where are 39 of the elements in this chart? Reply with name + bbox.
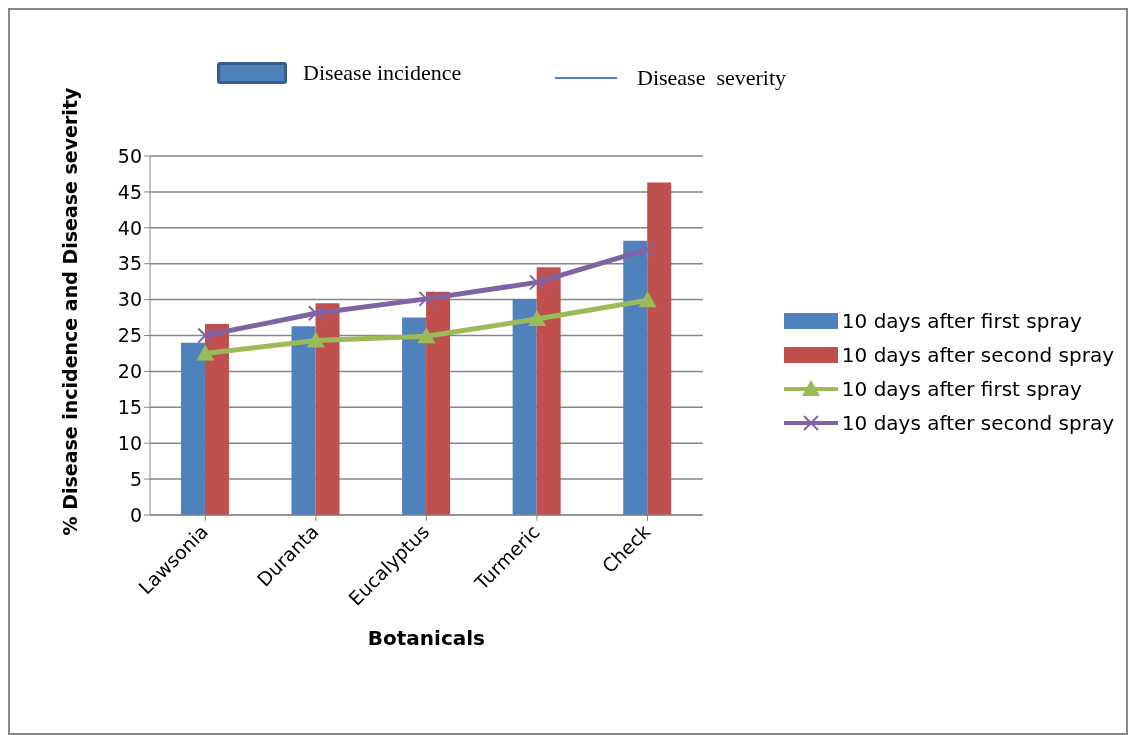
bar [291, 326, 316, 515]
point [528, 274, 545, 291]
y-tick-label: 20 [117, 360, 142, 383]
point [638, 291, 657, 308]
legend-label: 10 days after first spray [841, 308, 1082, 333]
text: Disease severity [637, 65, 787, 91]
y-tick-label: 40 [117, 216, 142, 239]
bar [426, 291, 451, 515]
bar [512, 298, 537, 515]
y-tick-label: 5 [129, 467, 142, 490]
point [307, 305, 324, 322]
legend-label: 10 days after first spray [841, 376, 1082, 401]
x-axis-title: Botanicals [367, 626, 486, 650]
point [527, 309, 546, 326]
point [417, 327, 436, 344]
text: Disease incidence [303, 60, 462, 86]
y-tick-label: 15 [117, 396, 142, 419]
y-axis-title: % Disease incidence and Disease severity [58, 87, 81, 536]
y-tick-label: 25 [117, 324, 142, 347]
point [196, 344, 215, 361]
y-tick-label: 35 [117, 252, 142, 275]
bar [204, 324, 229, 515]
y-tick-label: 0 [129, 503, 142, 526]
y-tick-label: 50 [117, 144, 142, 167]
point [197, 327, 214, 344]
bar [623, 240, 648, 515]
bar [315, 303, 340, 515]
bar [536, 267, 561, 515]
point [306, 331, 325, 348]
point [639, 241, 656, 258]
legend-label: 10 days after second spray [841, 410, 1114, 435]
y-tick-label: 45 [117, 180, 142, 203]
point [418, 290, 435, 307]
bar [647, 182, 672, 515]
bar [402, 317, 427, 515]
y-tick-label: 30 [117, 288, 142, 311]
bar [180, 342, 205, 515]
legend-label: 10 days after second spray [841, 342, 1114, 367]
y-tick-label: 10 [117, 431, 142, 454]
